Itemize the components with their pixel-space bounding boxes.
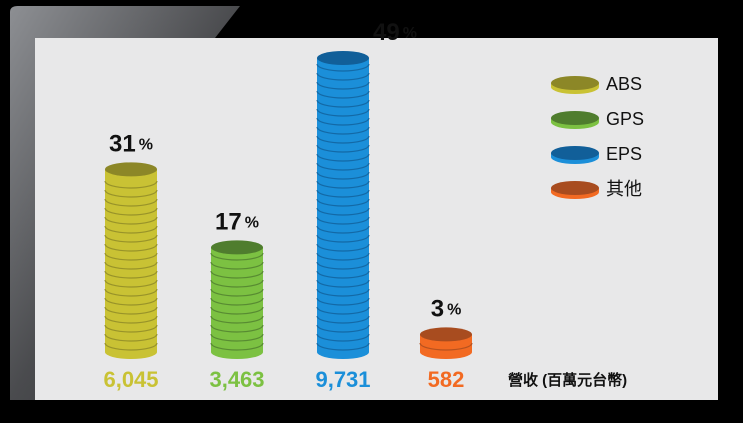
coin-edge	[210, 288, 264, 297]
coin-edge	[104, 315, 158, 324]
coin-edge	[104, 252, 158, 261]
coin-stack	[316, 51, 370, 359]
coin-edge	[316, 135, 370, 144]
coin-bottom	[105, 345, 157, 359]
coin-edge	[210, 324, 264, 333]
coin-edge	[316, 162, 370, 171]
coin-edge	[316, 198, 370, 207]
coin-edge	[316, 180, 370, 189]
coin-edge	[104, 297, 158, 306]
coin-edge	[104, 333, 158, 342]
value-label: 3,463	[209, 367, 264, 392]
legend-swatch	[551, 76, 599, 90]
share-label: 31%	[109, 131, 153, 158]
value-label: 9,731	[315, 367, 370, 392]
legend-swatch	[551, 181, 599, 195]
coin-edge	[104, 270, 158, 279]
coin-stack	[104, 162, 158, 359]
coin-top	[420, 327, 472, 342]
coin-edge	[316, 207, 370, 216]
coin-edge	[316, 189, 370, 198]
coin-edge	[210, 333, 264, 342]
coin-body	[211, 247, 263, 352]
value-label: 6,045	[103, 367, 158, 392]
coin-edge	[210, 306, 264, 315]
coin-edge	[316, 90, 370, 99]
coin-edge	[316, 297, 370, 306]
legend-label: ABS	[606, 74, 642, 94]
coin-edge	[104, 288, 158, 297]
coin-stack	[210, 240, 264, 359]
coin-stack	[419, 327, 473, 359]
coin-edge	[316, 72, 370, 81]
legend-label: EPS	[606, 144, 642, 164]
coin-top	[211, 240, 263, 255]
coin-edge	[316, 99, 370, 108]
coin-edge	[316, 153, 370, 162]
coin-edge	[104, 225, 158, 234]
coin-edge	[210, 279, 264, 288]
coin-edge	[316, 144, 370, 153]
legend-swatch	[551, 146, 599, 160]
bezel	[10, 6, 240, 400]
coin-edge	[104, 216, 158, 225]
coin-body	[317, 58, 369, 352]
coin-edge	[210, 270, 264, 279]
value-label: 582	[428, 367, 465, 392]
coin-edge	[104, 180, 158, 189]
coin-bottom	[211, 345, 263, 359]
coin-edge	[104, 324, 158, 333]
coin-edge	[316, 279, 370, 288]
coin-edge	[316, 234, 370, 243]
coin-edge	[104, 198, 158, 207]
coin-edge	[316, 333, 370, 342]
legend-swatch	[551, 111, 599, 125]
coin-edge	[104, 234, 158, 243]
coin-edge	[316, 108, 370, 117]
legend-label: 其他	[606, 179, 642, 199]
coin-edge	[210, 261, 264, 270]
coin-edge	[210, 252, 264, 261]
legend-label: GPS	[606, 109, 644, 129]
coin-edge	[316, 216, 370, 225]
coin-edge	[316, 252, 370, 261]
coin-bottom	[420, 345, 472, 359]
coin-edge	[316, 342, 370, 351]
coin-edge	[316, 306, 370, 315]
coin-edge	[316, 324, 370, 333]
coin-edge	[316, 81, 370, 90]
coin-edge	[104, 261, 158, 270]
coin-edge	[104, 279, 158, 288]
x-axis-label: 營收 (百萬元台幣)	[508, 371, 627, 389]
coin-edge	[210, 342, 264, 351]
coin-edge	[316, 63, 370, 72]
share-label: 17%	[215, 209, 259, 236]
coin-edge	[316, 270, 370, 279]
coin-edge	[104, 306, 158, 315]
coin-edge	[419, 342, 473, 351]
coin-edge	[316, 315, 370, 324]
share-label: 3%	[431, 296, 462, 323]
coin-edge	[316, 117, 370, 126]
share-label: 49%	[373, 19, 417, 46]
coin-edge	[104, 342, 158, 351]
coin-edge	[316, 126, 370, 135]
coin-edge	[210, 315, 264, 324]
coin-edge	[316, 261, 370, 270]
coin-top	[105, 162, 157, 177]
coin-edge	[316, 243, 370, 252]
coin-edge	[104, 189, 158, 198]
coin-edge	[104, 243, 158, 252]
coin-edge	[316, 288, 370, 297]
coin-edge	[104, 207, 158, 216]
coin-top	[317, 51, 369, 65]
coin-edge	[316, 225, 370, 234]
coin-bottom	[317, 345, 369, 359]
coin-edge	[316, 171, 370, 180]
coin-edge	[210, 297, 264, 306]
